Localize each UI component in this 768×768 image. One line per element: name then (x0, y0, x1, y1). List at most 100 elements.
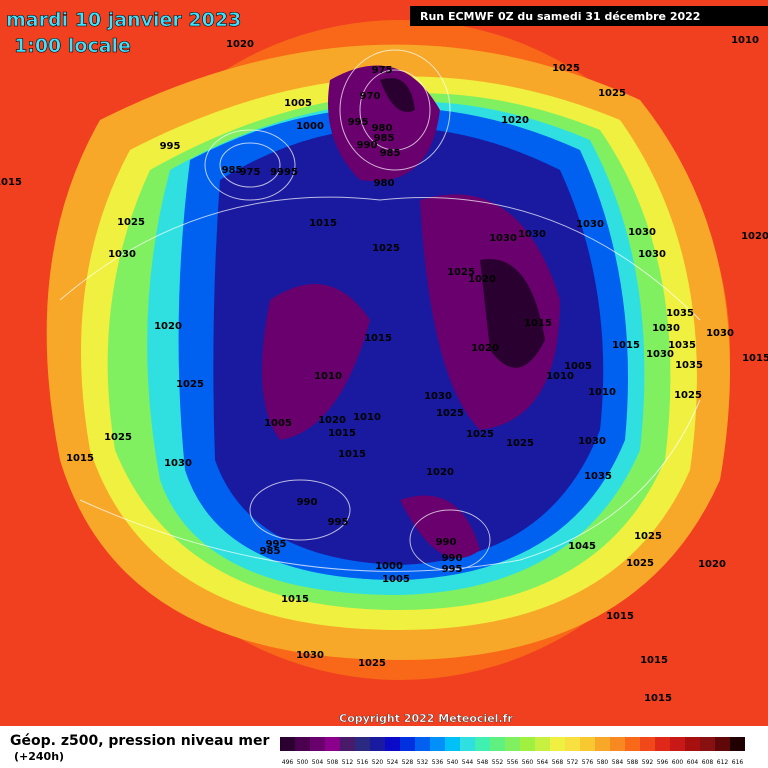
pressure-label: 1015 (524, 318, 552, 329)
pressure-label: 1015 (606, 611, 634, 622)
colorbar-label: 508 (327, 759, 339, 766)
pressure-label: 1005 (564, 361, 592, 372)
colorbar-label: 520 (372, 759, 384, 766)
colorbar-label: 588 (627, 759, 639, 766)
colorbar-label: 544 (462, 759, 474, 766)
colorbar-swatch (310, 737, 325, 751)
pressure-label: 1010 (546, 371, 574, 382)
copyright: Copyright 2022 Meteociel.fr (339, 712, 513, 725)
pressure-label: 1035 (668, 340, 696, 351)
legend-title: Géop. z500, pression niveau mer (10, 733, 269, 749)
field (380, 78, 545, 368)
colorbar-swatch (475, 737, 490, 751)
pressure-label: 1045 (568, 541, 596, 552)
pressure-label: 1025 (447, 267, 475, 278)
pressure-label: 1015 (0, 177, 22, 188)
pressure-label: 1015 (309, 218, 337, 229)
colorbar-label: 516 (357, 759, 369, 766)
pressure-label: 1015 (338, 449, 366, 460)
colorbar-swatch (610, 737, 625, 751)
colorbar: 496 500 504 508 512 516 520 524 528 532 536 540 544 5… (280, 737, 745, 766)
local-time: 1:00 locale (14, 35, 131, 57)
pressure-label: 995 (266, 539, 287, 550)
pressure-label: 1025 (104, 432, 132, 443)
pressure-label: 1030 (706, 328, 734, 339)
pressure-label: 1005 (264, 418, 292, 429)
colorbar-swatch (730, 737, 745, 751)
pressure-label: 995 (348, 117, 369, 128)
colorbar-swatch (460, 737, 475, 751)
lead-time: (+240h) (14, 750, 64, 763)
run-banner (410, 6, 768, 26)
pressure-label: 1030 (576, 219, 604, 230)
colorbar-swatch (700, 737, 715, 751)
colorbar-label: 540 (447, 759, 459, 766)
pressure-label: 985 (374, 133, 395, 144)
pressure-label: 1020 (154, 321, 182, 332)
colorbar-label: 556 (507, 759, 519, 766)
pressure-label: 1030 (638, 249, 666, 260)
pressure-label: 990 (297, 497, 318, 508)
pressure-label: 1020 (698, 559, 726, 570)
colorbar-label: 596 (657, 759, 669, 766)
colorbar-label: 604 (687, 759, 699, 766)
run-info: Run ECMWF 0Z du samedi 31 décembre 2022 (420, 10, 700, 23)
colorbar-swatch (550, 737, 565, 751)
colorbar-swatch (520, 737, 535, 751)
pressure-label: 995 (442, 564, 463, 575)
pressure-label: 1015 (644, 693, 672, 704)
colorbar-swatch (595, 737, 610, 751)
colorbar-swatch (445, 737, 460, 751)
pressure-label: 975 (372, 65, 393, 76)
pressure-label: 985 (222, 165, 243, 176)
pressure-label: 1030 (628, 227, 656, 238)
pressure-label: 1020 (471, 343, 499, 354)
pressure-label: 1025 (436, 408, 464, 419)
colorbar-swatch (355, 737, 370, 751)
colorbar-label: 608 (702, 759, 714, 766)
pressure-label: 1025 (552, 63, 580, 74)
pressure-label: 985 (260, 546, 281, 557)
pressure-label: 1025 (372, 243, 400, 254)
colorbar-label: 580 (597, 759, 609, 766)
colorbar-swatch (640, 737, 655, 751)
colorbar-label: 548 (477, 759, 489, 766)
colorbar-label: 564 (537, 759, 549, 766)
pressure-label: 985 (380, 148, 401, 159)
pressure-label: 995 (328, 517, 349, 528)
pressure-label: 1030 (518, 229, 546, 240)
colorbar-swatch (430, 737, 445, 751)
pressure-label: 1025 (117, 217, 145, 228)
isobars (59, 49, 701, 572)
pressure-label: 1005 (382, 574, 410, 585)
pressure-label: 1000 (296, 121, 324, 132)
pressure-label: 1015 (640, 655, 668, 666)
pressure-label: 1035 (584, 471, 612, 482)
colorbar-swatch (670, 737, 685, 751)
colorbar-label: 612 (717, 759, 729, 766)
pressure-label: 1020 (318, 415, 346, 426)
colorbar-swatch (385, 737, 400, 751)
colorbar-label: 576 (582, 759, 594, 766)
colorbar-label: 560 (522, 759, 534, 766)
colorbar-swatch (715, 737, 730, 751)
colorbar-swatch (535, 737, 550, 751)
pressure-label: 1010 (314, 371, 342, 382)
pressure-label: 1020 (226, 39, 254, 50)
pressure-label: 1035 (675, 360, 703, 371)
pressure-label: 1025 (674, 390, 702, 401)
colorbar-label: 584 (612, 759, 624, 766)
pressure-label: 9995 (270, 167, 298, 178)
colorbar-swatch (490, 737, 505, 751)
colorbar-label: 572 (567, 759, 579, 766)
pressure-label: 1030 (296, 650, 324, 661)
pressure-label: 1025 (634, 531, 662, 542)
pressure-label: 1035 (666, 308, 694, 319)
colorbar-swatch (565, 737, 580, 751)
pressure-label: 990 (436, 537, 457, 548)
colorbar-swatch (295, 737, 310, 751)
pressure-label: 1025 (176, 379, 204, 390)
pressure-label: 1025 (358, 658, 386, 669)
